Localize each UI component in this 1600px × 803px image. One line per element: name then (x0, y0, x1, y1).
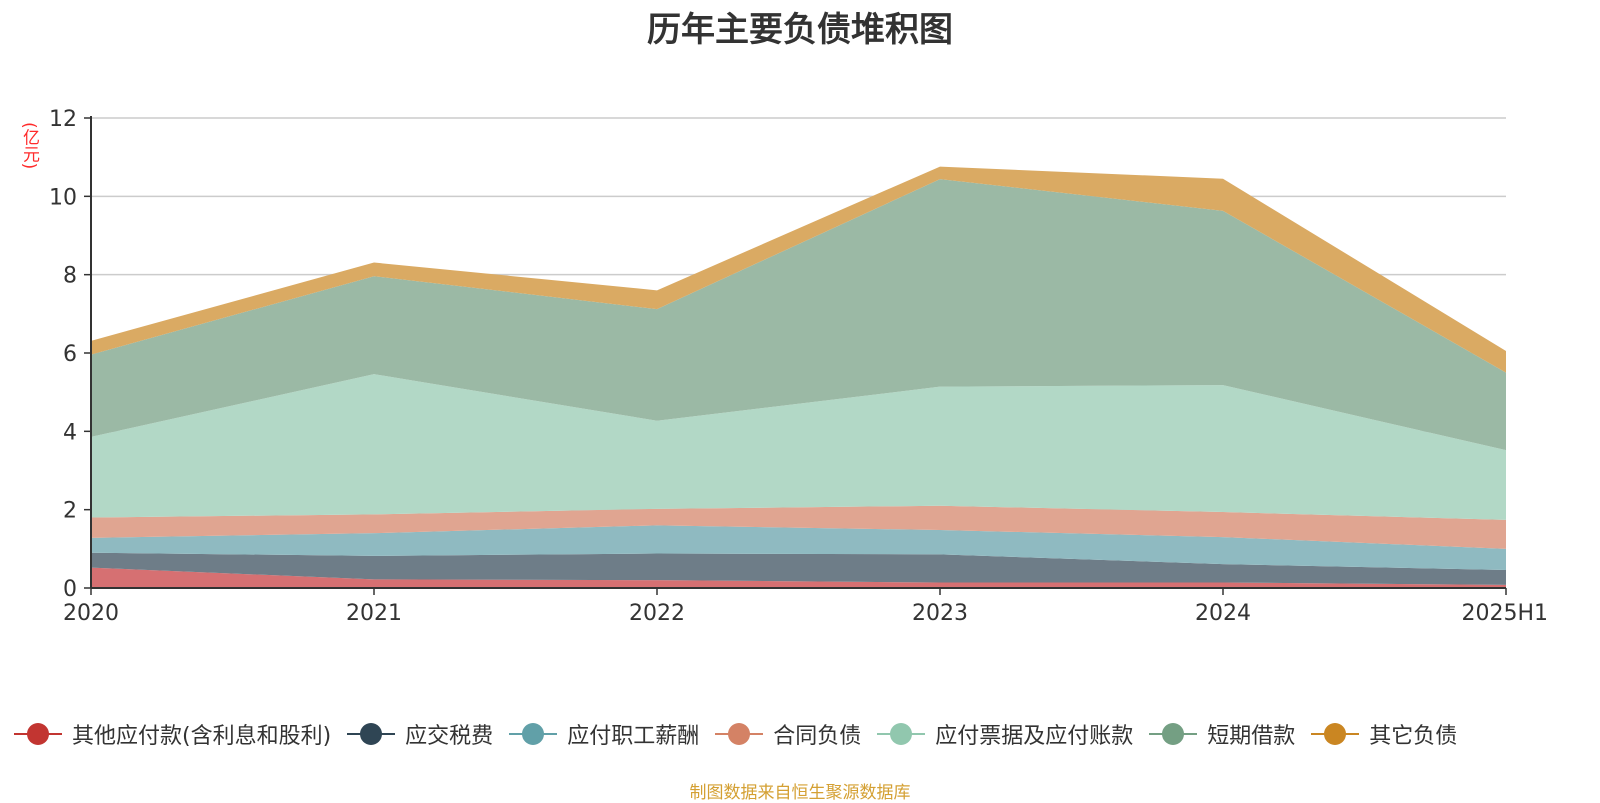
legend-label: 应交税费 (405, 724, 494, 749)
legend-item-6[interactable]: 其它负债 (1311, 718, 1457, 750)
legend-item-1[interactable]: 应交税费 (347, 718, 493, 750)
area-series (91, 166, 1506, 588)
area-series-6 (91, 166, 1506, 373)
area-series-0 (91, 567, 1506, 588)
legend-marker-icon (509, 721, 558, 747)
x-tick-label: 2022 (629, 601, 685, 626)
source-note: 制图数据来自恒生聚源数据库 (689, 783, 911, 803)
legend-label: 应付职工薪酬 (567, 724, 700, 749)
x-tick-label: 2024 (1195, 601, 1251, 626)
legend-label: 应付票据及应付账款 (935, 724, 1134, 749)
legend-marker-icon (1149, 721, 1198, 747)
legend-marker-icon (877, 721, 926, 747)
tick-labels: 0 2 4 6 8 10 12 2020 2021 2022 2023 2024 2025H1 (49, 107, 1548, 626)
y-tick-label: 10 (49, 185, 77, 210)
legend-marker-icon (347, 721, 396, 747)
legend-marker-icon (1311, 721, 1360, 747)
area-series-5 (91, 179, 1506, 451)
x-tick-label: 2025H1 (1461, 601, 1548, 626)
y-tick-label: 0 (63, 577, 77, 602)
area-series-2 (91, 525, 1506, 570)
x-tick-label: 2020 (63, 601, 119, 626)
legend-item-4[interactable]: 应付票据及应付账款 (877, 718, 1133, 750)
y-tick-label: 4 (63, 420, 77, 445)
legend-label: 其它负债 (1369, 724, 1458, 749)
area-series-4 (91, 374, 1506, 520)
legend-item-5[interactable]: 短期借款 (1149, 718, 1295, 750)
x-tick-label: 2023 (912, 601, 968, 626)
y-tick-label: 2 (63, 499, 77, 524)
legend-item-0[interactable]: 其他应付款(含利息和股利) (14, 718, 331, 750)
legend-marker-icon (14, 721, 62, 747)
legend: 其他应付款(含利息和股利) 应交税费 应付职工薪酬 合同负债 应付票据及应付账款 短期借款… (14, 716, 1594, 752)
chart-title: 历年主要负债堆积图 (647, 10, 953, 50)
x-tick-label: 2021 (346, 601, 402, 626)
area-series-3 (91, 505, 1506, 549)
legend-label: 合同负债 (773, 724, 862, 749)
stacked-area-chart: 0 2 4 6 8 10 12 2020 2021 2022 2023 2024 2025H1 (49, 107, 1548, 626)
legend-marker-icon (715, 721, 764, 747)
axes (84, 116, 1507, 595)
legend-item-3[interactable]: 合同负债 (715, 718, 861, 750)
legend-label: 其他应付款(含利息和股利) (72, 724, 332, 749)
y-axis-unit-label: (亿元) (19, 122, 39, 170)
area-series-1 (91, 552, 1506, 585)
legend-item-2[interactable]: 应付职工薪酬 (509, 718, 699, 750)
y-tick-label: 6 (63, 342, 77, 367)
legend-label: 短期借款 (1207, 724, 1296, 749)
y-tick-label: 8 (63, 264, 77, 289)
y-tick-label: 12 (49, 107, 77, 132)
